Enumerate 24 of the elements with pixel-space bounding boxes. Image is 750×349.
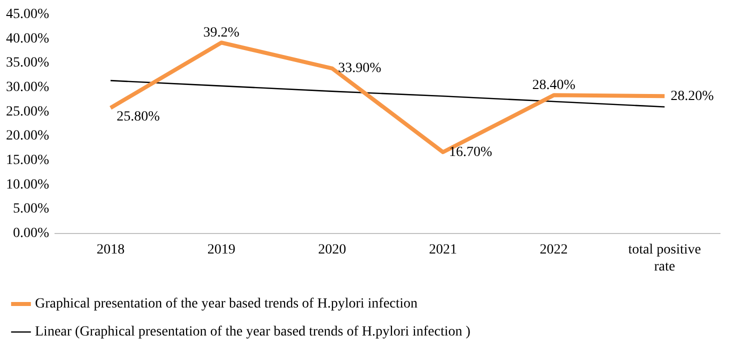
legend-label: Linear (Graphical presentation of the year based trends of H.pylori infection )	[35, 324, 471, 340]
data-label: 25.80%	[116, 110, 160, 125]
y-tick-label: 15.00%	[6, 153, 50, 168]
x-tick-label: 2019	[207, 242, 236, 258]
data-label: 28.20%	[670, 88, 714, 104]
y-tick-label: 40.00%	[6, 31, 50, 46]
y-tick-label: 30.00%	[6, 80, 50, 96]
x-tick-label: 2020	[318, 242, 346, 258]
y-tick-label: 45.00%	[6, 7, 50, 22]
legend-label: Graphical presentation of the year based trends of H.pylori infection	[35, 296, 418, 312]
x-tick-label: 2021	[428, 242, 457, 258]
x-tick-label: 2022	[540, 242, 568, 258]
y-tick-label: 25.00%	[6, 104, 50, 120]
data-label: 16.70%	[448, 144, 492, 160]
y-tick-label: 5.00%	[12, 202, 50, 217]
x-tick-label: total positive rate	[628, 242, 701, 274]
y-tick-label: 35.00%	[6, 56, 50, 71]
data-label: 33.90%	[338, 61, 382, 76]
y-tick-label: 20.00%	[6, 128, 50, 144]
y-tick-label: 0.00%	[12, 226, 50, 242]
y-tick-label: 10.00%	[6, 177, 50, 192]
x-tick-label: 2018	[96, 242, 125, 258]
data-label: 39.2%	[203, 25, 240, 40]
data-label: 28.40%	[532, 78, 576, 93]
